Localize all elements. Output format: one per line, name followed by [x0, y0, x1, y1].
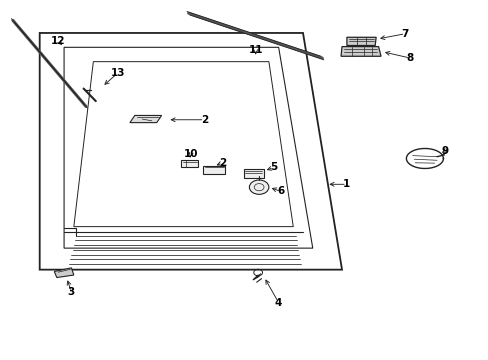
Text: 3: 3 — [68, 287, 75, 297]
Polygon shape — [130, 116, 161, 123]
Text: 8: 8 — [406, 53, 413, 63]
Text: 13: 13 — [110, 68, 125, 78]
Polygon shape — [54, 268, 74, 278]
Polygon shape — [203, 166, 224, 174]
Text: 11: 11 — [248, 45, 263, 55]
Text: 7: 7 — [401, 29, 408, 39]
Circle shape — [249, 180, 268, 194]
Text: 1: 1 — [343, 179, 350, 189]
Polygon shape — [346, 37, 375, 45]
Text: 5: 5 — [269, 162, 277, 172]
Polygon shape — [340, 46, 380, 56]
Polygon shape — [181, 160, 198, 167]
Text: 6: 6 — [277, 186, 284, 197]
Text: 10: 10 — [183, 149, 198, 159]
Text: 2: 2 — [219, 158, 226, 168]
Text: 9: 9 — [441, 145, 448, 156]
Text: 4: 4 — [274, 298, 282, 308]
Text: 2: 2 — [201, 115, 208, 125]
Text: 12: 12 — [51, 36, 65, 46]
Polygon shape — [243, 169, 264, 178]
